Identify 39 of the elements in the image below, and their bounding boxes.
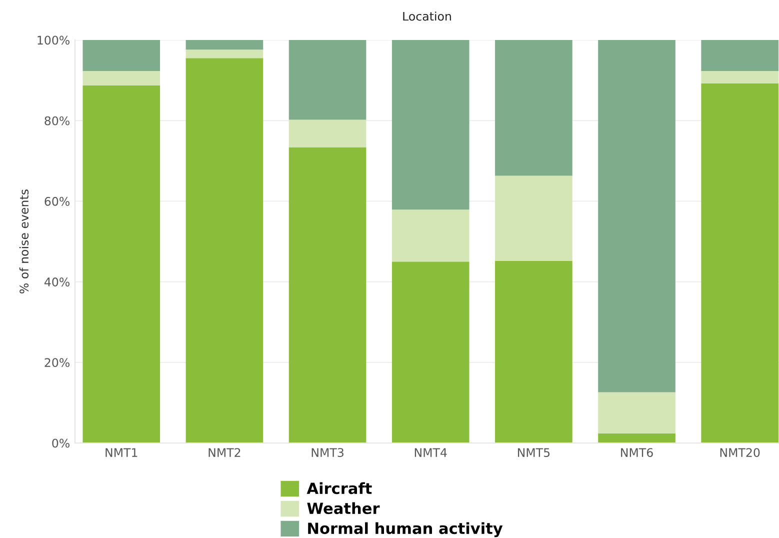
bar (82, 86, 160, 443)
bar (598, 433, 676, 443)
legend-label: Normal human activity (308, 522, 503, 538)
bar (495, 260, 572, 443)
legend-label: Weather (307, 502, 380, 514)
bar (82, 40, 160, 72)
bar (186, 40, 264, 50)
bar (82, 71, 160, 86)
bar (288, 147, 366, 443)
x-tick-label: NMT2 (208, 448, 240, 457)
y-axis-title: % of noise events (19, 190, 29, 294)
bar (701, 71, 778, 84)
y-tick-label: 80% (44, 116, 70, 126)
y-tick-label: 40% (44, 278, 70, 286)
bar (598, 40, 676, 392)
y-tick-label: 60% (44, 196, 70, 206)
x-tick-label: NMT1 (106, 448, 138, 457)
y-tick-label: 0% (52, 438, 70, 448)
y-tick-label: 100% (38, 36, 70, 45)
chart-title: Location (403, 12, 451, 21)
x-tick-label: NMT3 (312, 448, 344, 457)
bar (495, 40, 572, 176)
y-tick-label: 20% (44, 358, 70, 368)
bar (288, 120, 366, 148)
x-tick-label: NMT5 (518, 448, 550, 457)
legend-label: Aircraft (306, 482, 372, 494)
bar (701, 84, 778, 443)
x-tick-label: NMT6 (621, 448, 653, 457)
bar (186, 58, 264, 443)
bar (495, 176, 572, 261)
bar (598, 392, 676, 434)
x-tick-label: NMT4 (414, 448, 447, 457)
bar (701, 40, 778, 72)
bar (392, 262, 470, 443)
bar (186, 50, 264, 58)
bar (392, 40, 470, 210)
bar (392, 210, 470, 262)
x-tick-label: NMT20 (720, 448, 760, 457)
bar (288, 40, 366, 120)
